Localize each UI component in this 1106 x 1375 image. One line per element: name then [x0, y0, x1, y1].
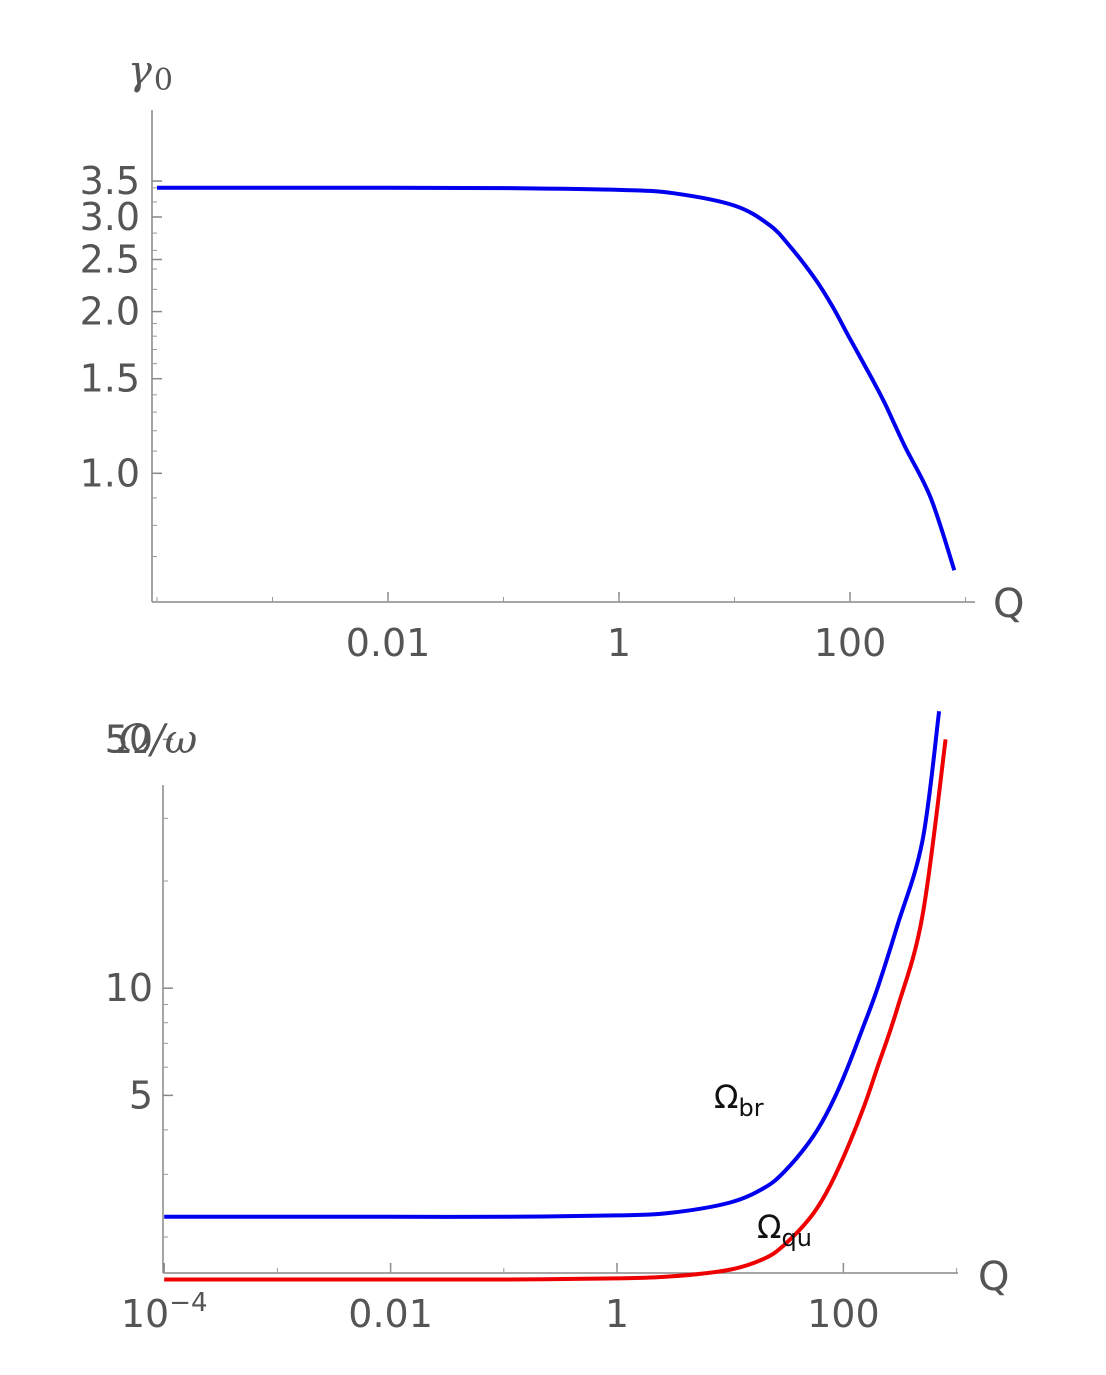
x-tick-label: 1: [605, 1292, 629, 1336]
omega-chart: 5 10 50 10−4 0.01 1 100 Ω/ω Q Ωbr Ωqu: [105, 710, 1009, 1336]
x-axis-title: Q: [993, 581, 1024, 627]
x-ticks: 0.01 1 100: [156, 592, 966, 665]
y-axis-title-main: γ: [128, 48, 152, 94]
series-line-1-0: [164, 710, 942, 1219]
x-ticks: 10−4 0.01 1 100: [121, 1263, 958, 1336]
y-tick-label: 50: [105, 717, 153, 761]
y-tick-label: 2.5: [80, 238, 140, 282]
series-line-1-1: [164, 739, 948, 1282]
x-axis-title: Q: [978, 1254, 1009, 1300]
y-axis-title: Ω/ω: [117, 717, 197, 763]
y-tick-label: 3.0: [80, 195, 140, 239]
y-tick-label: 5: [129, 1073, 153, 1117]
y-tick-label: 1.0: [80, 451, 140, 495]
x-tick-label: 10−4: [121, 1288, 208, 1336]
series: [164, 710, 948, 1282]
series: [157, 185, 957, 571]
y-tick-label: 10: [105, 966, 153, 1010]
x-tick-label: 0.01: [346, 621, 431, 665]
x-tick-label: 100: [814, 621, 887, 665]
x-tick-label: 0.01: [348, 1292, 433, 1336]
y-tick-label: 3.5: [80, 159, 140, 203]
y-ticks: 1.0 1.5 2.0 2.53.03.5: [80, 159, 162, 558]
series-line-0-0: [157, 185, 957, 571]
gamma-chart: 1.0 1.5 2.0 2.53.03.5 0.01 1 100 γ0 Q: [80, 48, 1025, 665]
y-tick-label: 2.0: [80, 290, 140, 334]
y-tick-label: 1.5: [80, 357, 140, 401]
x-tick-label: 100: [807, 1292, 880, 1336]
omega-br-label: Ωbr: [714, 1078, 764, 1122]
omega-qu-label: Ωqu: [757, 1208, 812, 1252]
y-axis-title: γ0: [128, 48, 173, 98]
x-tick-label: 1: [607, 621, 631, 665]
y-ticks: 5 10 50: [105, 717, 173, 1238]
y-axis-title-sub: 0: [154, 63, 173, 98]
